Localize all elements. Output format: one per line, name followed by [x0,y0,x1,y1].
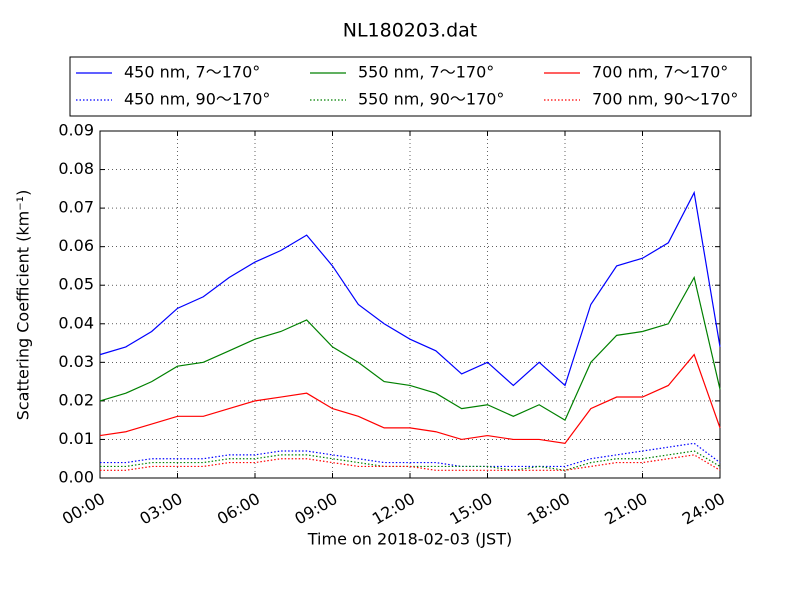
y-tick-label: 0.04 [58,313,94,332]
y-tick-label: 0.08 [58,159,94,178]
legend-label: 550 nm, 90～170° [358,90,504,109]
y-tick-label: 0.01 [58,429,94,448]
data-line [100,450,721,471]
x-tick-label: 18:00 [524,489,573,529]
x-tick-label: 24:00 [679,489,728,529]
x-tick-label: 15:00 [446,489,495,529]
x-tick-label: 06:00 [214,489,263,529]
x-tick-label: 09:00 [291,489,340,529]
x-tick-label: 12:00 [369,489,418,529]
y-tick-label: 0.02 [58,390,94,409]
data-line [100,442,721,468]
y-tick-label: 0.05 [58,275,94,294]
legend-label: 450 nm, 90～170° [124,90,270,109]
y-axis-label: Scattering Coefficient (km⁻¹) [14,190,33,421]
legend-label: 700 nm, 90～170° [592,90,738,109]
data-line [99,275,721,422]
data-line [100,454,721,471]
chart-title: NL180203.dat [343,20,478,42]
data-line [99,190,721,387]
y-tick-label: 0.07 [58,198,94,217]
legend-box [69,56,752,117]
y-tick-label: 0.03 [58,352,94,371]
legend-label: 550 nm, 7～170° [358,63,494,82]
y-tick-label: 0.06 [58,236,94,255]
y-tick-label: 0.00 [58,468,94,487]
legend-label: 450 nm, 7～170° [124,63,260,82]
legend-label: 700 nm, 7～170° [592,63,728,82]
data-line [99,353,721,444]
x-tick-label: 21:00 [601,489,650,529]
x-tick-label: 03:00 [136,489,185,529]
x-tick-label: 00:00 [59,489,108,529]
x-axis-label: Time on 2018-02-03 (JST) [307,530,512,549]
y-tick-label: 0.09 [58,121,94,140]
